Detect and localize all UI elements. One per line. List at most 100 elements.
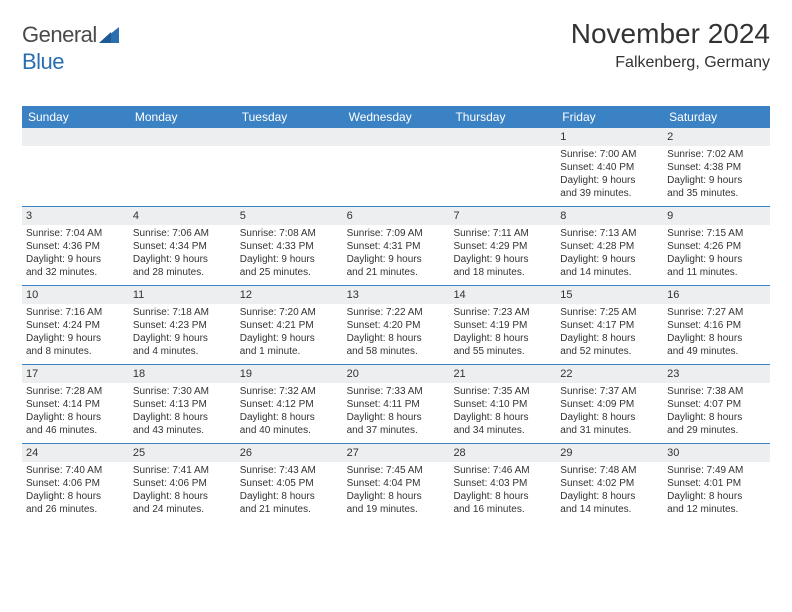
sunrise-line: Sunrise: 7:00 AM	[560, 148, 659, 161]
calendar-week: 3Sunrise: 7:04 AMSunset: 4:36 PMDaylight…	[22, 206, 770, 285]
day-cell: 21Sunrise: 7:35 AMSunset: 4:10 PMDayligh…	[449, 365, 556, 443]
sunset-line: Sunset: 4:24 PM	[26, 319, 125, 332]
dow-cell: Sunday	[22, 106, 129, 128]
day-number: 25	[129, 444, 236, 462]
day-number: 16	[663, 286, 770, 304]
day-body: Sunrise: 7:09 AMSunset: 4:31 PMDaylight:…	[343, 225, 450, 283]
day-number: 8	[556, 207, 663, 225]
daylight-line-2: and 34 minutes.	[453, 424, 552, 437]
daylight-line-1: Daylight: 8 hours	[560, 490, 659, 503]
daylight-line-1: Daylight: 8 hours	[26, 490, 125, 503]
daylight-line-2: and 26 minutes.	[26, 503, 125, 516]
day-body: Sunrise: 7:35 AMSunset: 4:10 PMDaylight:…	[449, 383, 556, 441]
daylight-line-1: Daylight: 9 hours	[240, 253, 339, 266]
sunrise-line: Sunrise: 7:27 AM	[667, 306, 766, 319]
daylight-line-2: and 19 minutes.	[347, 503, 446, 516]
sunset-line: Sunset: 4:26 PM	[667, 240, 766, 253]
sunrise-line: Sunrise: 7:22 AM	[347, 306, 446, 319]
daylight-line-1: Daylight: 8 hours	[667, 332, 766, 345]
day-cell	[22, 128, 129, 206]
daylight-line-1: Daylight: 9 hours	[133, 332, 232, 345]
sunset-line: Sunset: 4:03 PM	[453, 477, 552, 490]
day-cell: 18Sunrise: 7:30 AMSunset: 4:13 PMDayligh…	[129, 365, 236, 443]
sunset-line: Sunset: 4:21 PM	[240, 319, 339, 332]
day-number: 1	[556, 128, 663, 146]
sunset-line: Sunset: 4:07 PM	[667, 398, 766, 411]
sunset-line: Sunset: 4:28 PM	[560, 240, 659, 253]
daylight-line-2: and 35 minutes.	[667, 187, 766, 200]
day-number: 9	[663, 207, 770, 225]
sunset-line: Sunset: 4:10 PM	[453, 398, 552, 411]
sunrise-line: Sunrise: 7:23 AM	[453, 306, 552, 319]
month-title: November 2024	[571, 18, 770, 50]
calendar-week: 24Sunrise: 7:40 AMSunset: 4:06 PMDayligh…	[22, 443, 770, 522]
day-number: 11	[129, 286, 236, 304]
day-body: Sunrise: 7:08 AMSunset: 4:33 PMDaylight:…	[236, 225, 343, 283]
daylight-line-1: Daylight: 8 hours	[240, 411, 339, 424]
sunset-line: Sunset: 4:04 PM	[347, 477, 446, 490]
daylight-line-2: and 25 minutes.	[240, 266, 339, 279]
day-body: Sunrise: 7:15 AMSunset: 4:26 PMDaylight:…	[663, 225, 770, 283]
day-body: Sunrise: 7:43 AMSunset: 4:05 PMDaylight:…	[236, 462, 343, 520]
day-body: Sunrise: 7:13 AMSunset: 4:28 PMDaylight:…	[556, 225, 663, 283]
day-number: 17	[22, 365, 129, 383]
sunrise-line: Sunrise: 7:02 AM	[667, 148, 766, 161]
day-number: 24	[22, 444, 129, 462]
sunrise-line: Sunrise: 7:49 AM	[667, 464, 766, 477]
daylight-line-1: Daylight: 8 hours	[453, 332, 552, 345]
day-body: Sunrise: 7:30 AMSunset: 4:13 PMDaylight:…	[129, 383, 236, 441]
location: Falkenberg, Germany	[571, 54, 770, 72]
sunset-line: Sunset: 4:36 PM	[26, 240, 125, 253]
daylight-line-2: and 29 minutes.	[667, 424, 766, 437]
day-cell: 11Sunrise: 7:18 AMSunset: 4:23 PMDayligh…	[129, 286, 236, 364]
sunset-line: Sunset: 4:09 PM	[560, 398, 659, 411]
daylight-line-1: Daylight: 9 hours	[240, 332, 339, 345]
day-number: 7	[449, 207, 556, 225]
day-number: 13	[343, 286, 450, 304]
daylight-line-2: and 14 minutes.	[560, 503, 659, 516]
calendar-grid: 1 Sunrise: 7:00 AMSunset: 4:40 PM Daylight…	[22, 128, 770, 522]
day-body: Sunrise: 7:11 AMSunset: 4:29 PMDaylight:…	[449, 225, 556, 283]
daylight-line-1: Daylight: 8 hours	[240, 490, 339, 503]
sunset-line: Sunset: 4:40 PM	[560, 161, 659, 174]
day-body: Sunrise: 7:27 AMSunset: 4:16 PMDaylight:…	[663, 304, 770, 362]
day-cell: 28Sunrise: 7:46 AMSunset: 4:03 PMDayligh…	[449, 444, 556, 522]
day-cell: 1Sunrise: 7:00 AMSunset: 4:40 PMDaylight…	[556, 128, 663, 206]
sunrise-line: Sunrise: 7:45 AM	[347, 464, 446, 477]
day-body: Sunrise: 7:38 AMSunset: 4:07 PMDaylight:…	[663, 383, 770, 441]
day-number: 6	[343, 207, 450, 225]
daylight-line-1: Daylight: 8 hours	[560, 411, 659, 424]
sunrise-line: Sunrise: 7:48 AM	[560, 464, 659, 477]
sunset-line: Sunset: 4:23 PM	[133, 319, 232, 332]
day-body: Sunrise: 7:46 AMSunset: 4:03 PMDaylight:…	[449, 462, 556, 520]
daylight-line-1: Daylight: 8 hours	[453, 411, 552, 424]
day-body: Sunrise: 7:18 AMSunset: 4:23 PMDaylight:…	[129, 304, 236, 362]
day-body: Sunrise: 7:25 AMSunset: 4:17 PMDaylight:…	[556, 304, 663, 362]
daylight-line-2: and 40 minutes.	[240, 424, 339, 437]
day-number: 18	[129, 365, 236, 383]
day-cell: 9Sunrise: 7:15 AMSunset: 4:26 PMDaylight…	[663, 207, 770, 285]
day-number: 5	[236, 207, 343, 225]
daylight-line-1: Daylight: 8 hours	[133, 490, 232, 503]
daylight-line-2: and 49 minutes.	[667, 345, 766, 358]
day-cell: 12Sunrise: 7:20 AMSunset: 4:21 PMDayligh…	[236, 286, 343, 364]
daylight-line-2: and 21 minutes.	[347, 266, 446, 279]
sunrise-line: Sunrise: 7:41 AM	[133, 464, 232, 477]
dow-cell: Friday	[556, 106, 663, 128]
sunset-line: Sunset: 4:06 PM	[26, 477, 125, 490]
day-body: Sunrise: 7:20 AMSunset: 4:21 PMDaylight:…	[236, 304, 343, 362]
day-number: 26	[236, 444, 343, 462]
day-cell: 2Sunrise: 7:02 AMSunset: 4:38 PMDaylight…	[663, 128, 770, 206]
daylight-line-2: and 37 minutes.	[347, 424, 446, 437]
sunrise-line: Sunrise: 7:13 AM	[560, 227, 659, 240]
daylight-line-1: Daylight: 8 hours	[347, 490, 446, 503]
day-body: Sunrise: 7:04 AMSunset: 4:36 PMDaylight:…	[22, 225, 129, 283]
sunset-line: Sunset: 4:16 PM	[667, 319, 766, 332]
daylight-line-2: and 46 minutes.	[26, 424, 125, 437]
day-cell: 14Sunrise: 7:23 AMSunset: 4:19 PMDayligh…	[449, 286, 556, 364]
sunset-line: Sunset: 4:33 PM	[240, 240, 339, 253]
sunrise-line: Sunrise: 7:38 AM	[667, 385, 766, 398]
logo: GeneralBlue	[22, 22, 119, 75]
day-number: 2	[663, 128, 770, 146]
daylight-line-2: and 58 minutes.	[347, 345, 446, 358]
